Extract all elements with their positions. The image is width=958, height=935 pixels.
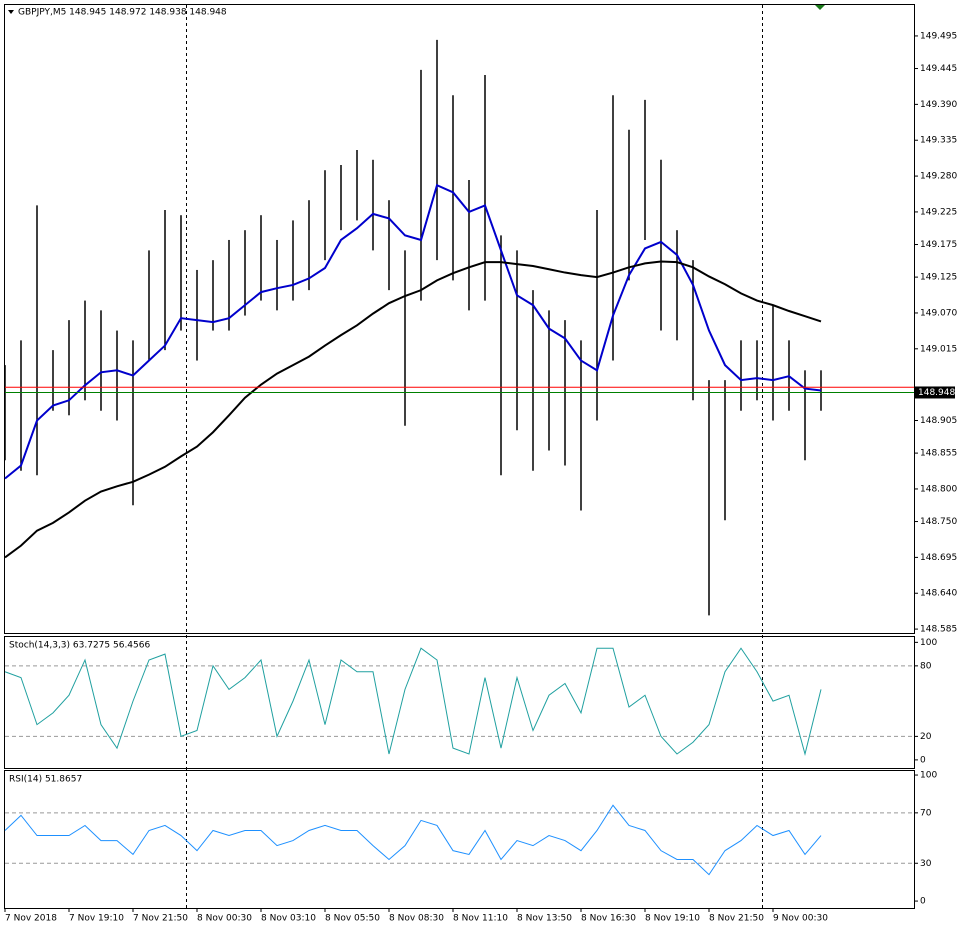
y-tick-label: 148.905 [920, 416, 957, 426]
x-tick-label: 8 Nov 21:50 [709, 914, 764, 924]
y-tick-label: 100 [920, 771, 937, 781]
x-tick-label: 8 Nov 00:30 [197, 914, 252, 924]
moving-average [4, 260, 822, 559]
y-tick-label: 80 [920, 661, 932, 671]
y-tick-label: 148.855 [920, 449, 957, 459]
y-tick-label: 0 [920, 755, 926, 765]
stoch-title: Stoch(14,3,3) 63.7275 56.4566 [9, 641, 150, 651]
x-tick-label: 7 Nov 21:50 [133, 914, 188, 924]
y-tick-label: 149.335 [920, 136, 957, 146]
y-tick-label: 148.640 [920, 589, 957, 599]
menu-arrow[interactable] [8, 10, 14, 14]
y-tick-label: 149.175 [920, 240, 957, 250]
x-tick-label: 8 Nov 16:30 [581, 914, 636, 924]
rsi-title: RSI(14) 51.8657 [9, 775, 82, 785]
y-tick-label: 149.445 [920, 64, 957, 74]
bid-label: 148.948 [918, 388, 955, 398]
y-tick-label: 148.800 [920, 484, 957, 494]
y-tick-label: 149.390 [920, 100, 957, 110]
y-tick-label: 149.070 [920, 308, 957, 318]
x-tick-label: 7 Nov 2018 [5, 914, 57, 924]
x-tick-label: 8 Nov 13:50 [517, 914, 572, 924]
x-tick-label: 8 Nov 05:50 [325, 914, 380, 924]
y-tick-label: 148.750 [920, 517, 957, 527]
y-tick-label: 149.280 [920, 172, 957, 182]
bid-label-box [915, 386, 955, 399]
y-tick-label: 148.585 [920, 625, 957, 635]
y-tick-label: 149.225 [920, 207, 957, 217]
y-tick-label: 148.695 [920, 553, 957, 563]
x-tick-label: 8 Nov 08:30 [389, 914, 444, 924]
stoch-panel [4, 636, 915, 769]
x-tick-label: 8 Nov 11:10 [453, 914, 508, 924]
x-tick-label: 9 Nov 00:30 [773, 914, 828, 924]
y-tick-label: 70 [920, 808, 932, 818]
oscillator-line [4, 804, 822, 876]
symbol-title: GBPJPY,M5 148.945 148.972 148.938 148.94… [18, 8, 227, 18]
y-tick-label: 0 [920, 897, 926, 907]
y-tick-label: 149.125 [920, 273, 957, 283]
y-tick-label: 100 [920, 638, 937, 648]
shift-marker[interactable] [815, 5, 825, 10]
moving-average [4, 183, 822, 480]
price-panel [4, 4, 915, 634]
y-tick-label: 149.495 [920, 31, 957, 41]
x-tick-label: 8 Nov 19:10 [645, 914, 700, 924]
y-tick-label: 20 [920, 732, 932, 742]
y-tick-label: 30 [920, 859, 932, 869]
rsi-panel [4, 770, 915, 909]
x-tick-label: 8 Nov 03:10 [261, 914, 316, 924]
y-tick-label: 149.015 [920, 344, 957, 354]
oscillator-line [4, 647, 822, 757]
x-tick-label: 7 Nov 19:10 [69, 914, 124, 924]
